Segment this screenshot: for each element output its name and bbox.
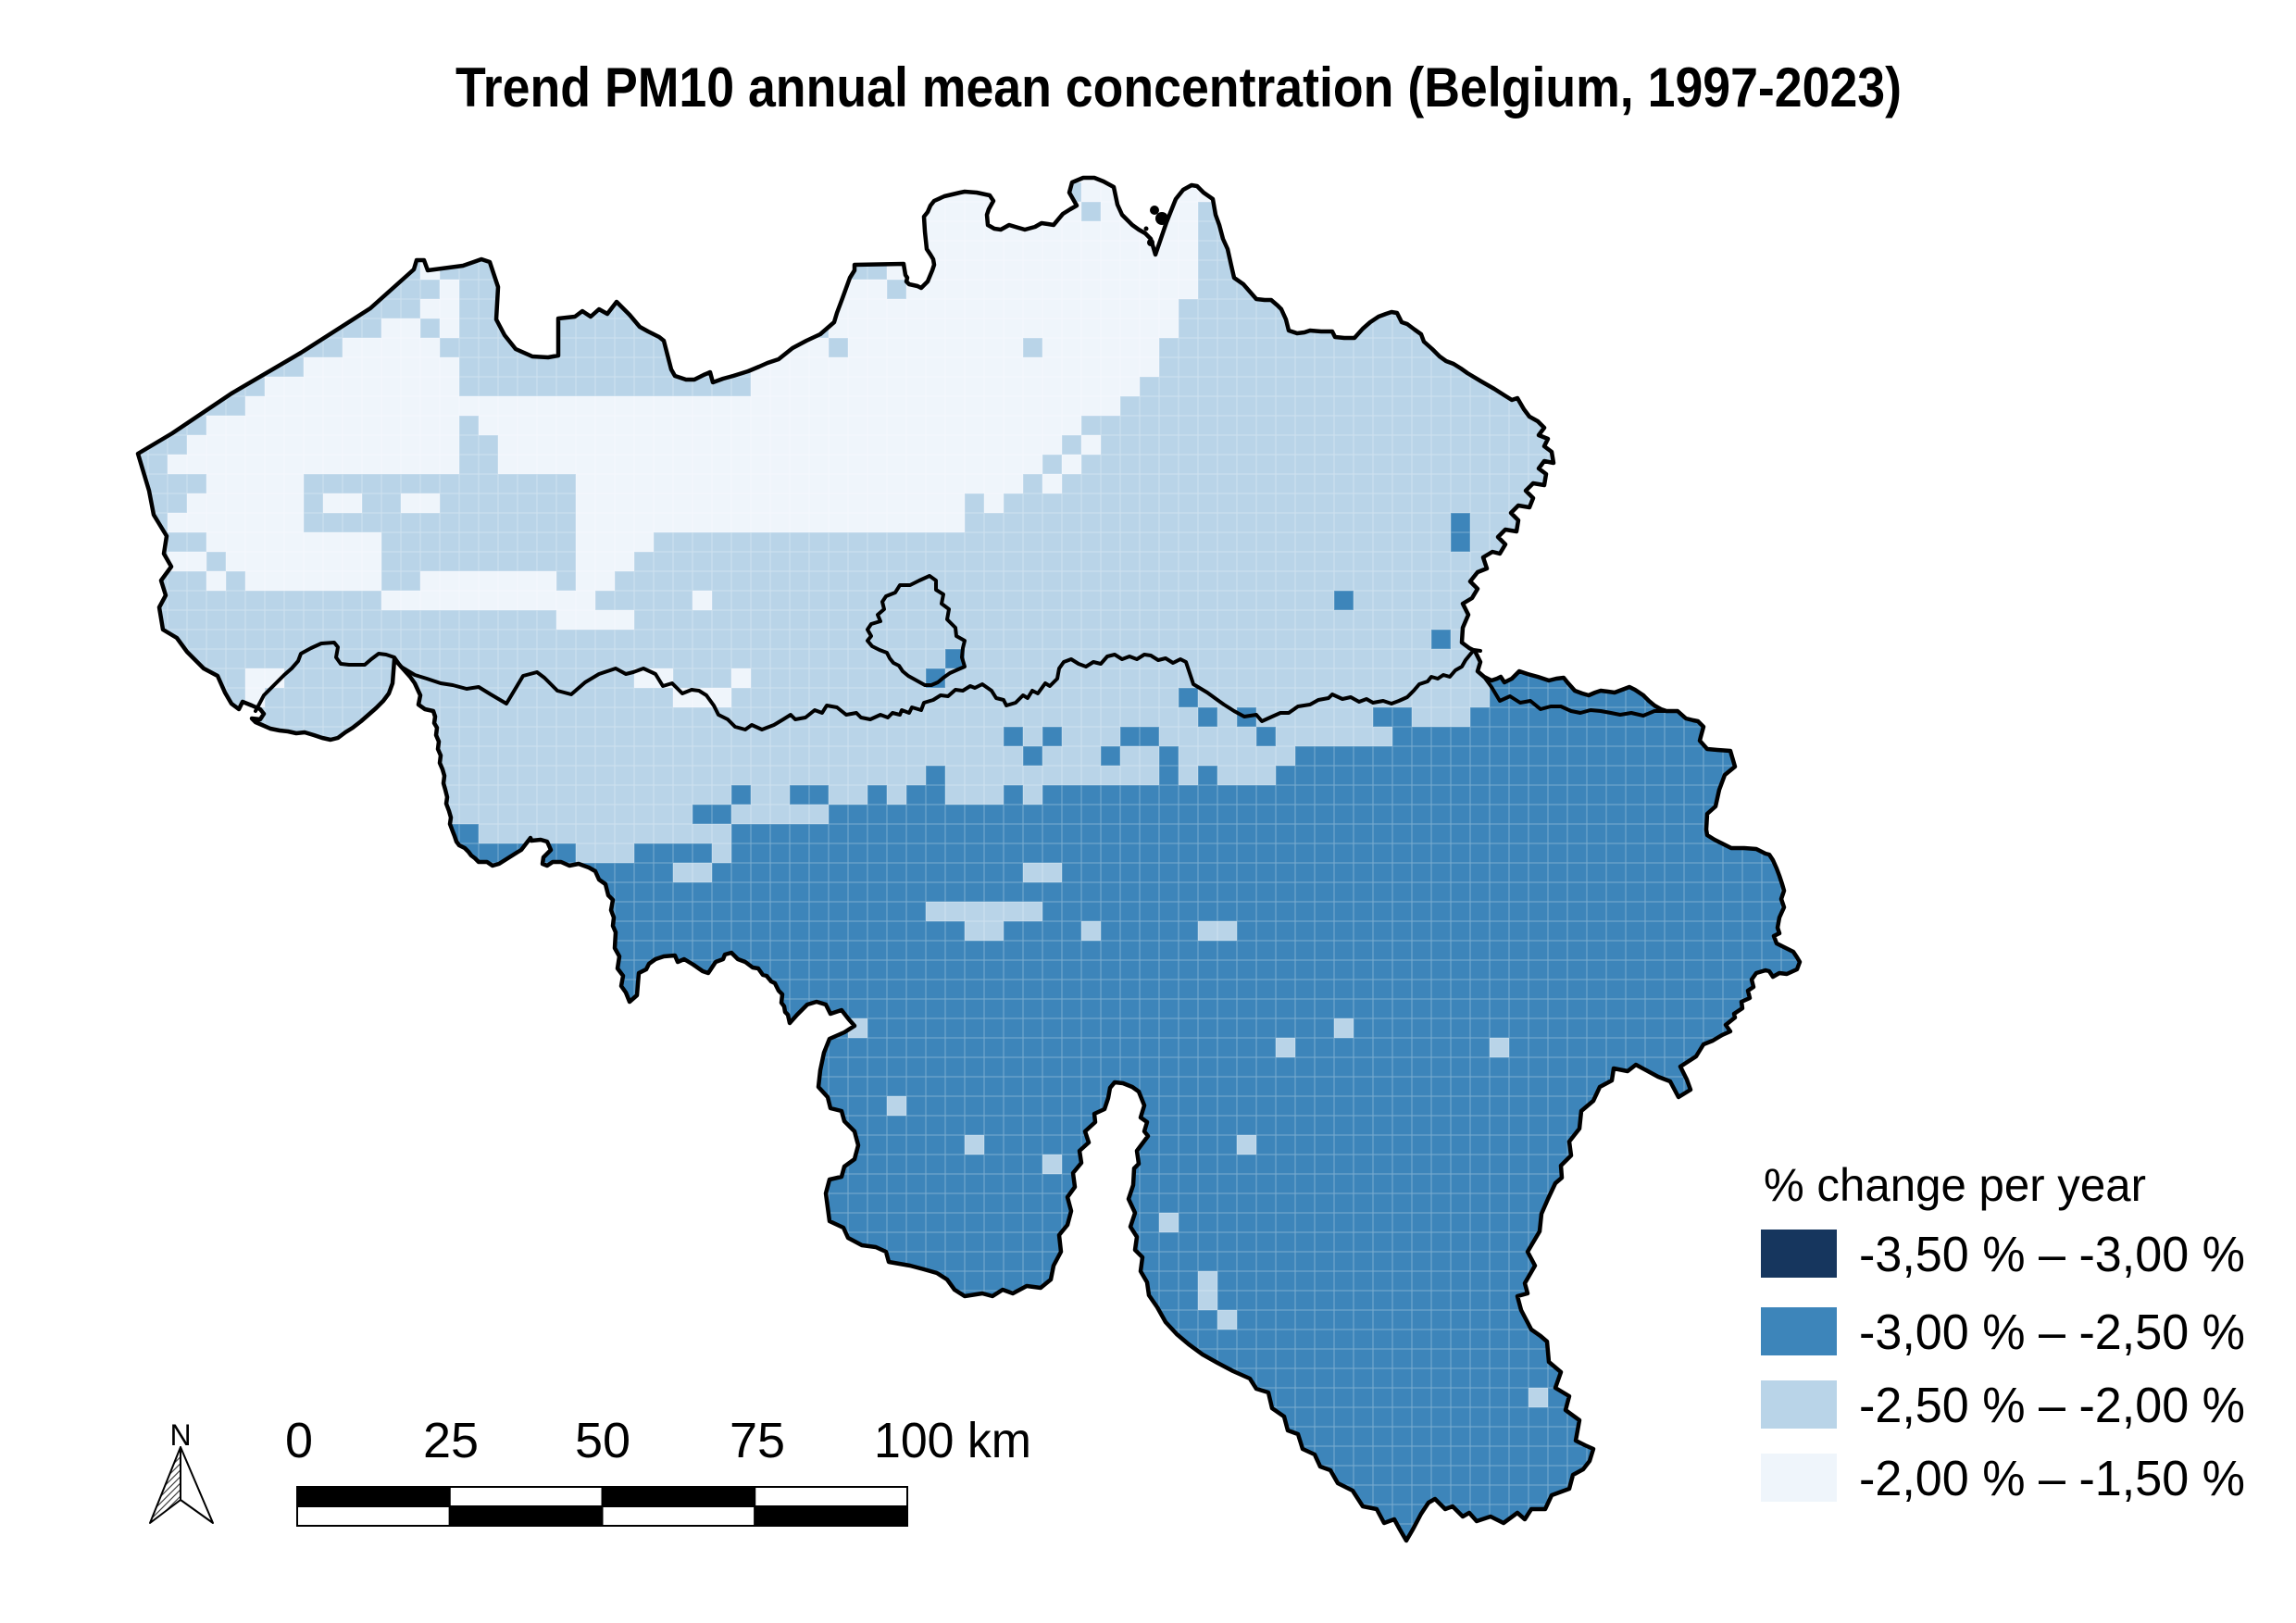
svg-text:100 km: 100 km [874,1413,1031,1468]
svg-text:25: 25 [423,1413,479,1468]
svg-text:Trend PM10 annual mean concent: Trend PM10 annual mean concentration (Be… [455,56,1902,119]
svg-text:% change per year: % change per year [1764,1159,2146,1211]
svg-text:50: 50 [575,1413,630,1468]
svg-text:0: 0 [285,1413,313,1468]
svg-text:-3,50 % – -3,00 %: -3,50 % – -3,00 % [1859,1227,2245,1282]
svg-text:N: N [169,1418,191,1452]
svg-text:-2,50 % – -2,00 %: -2,50 % – -2,00 % [1859,1378,2245,1433]
svg-text:-3,00 % – -2,50 %: -3,00 % – -2,50 % [1859,1305,2245,1360]
svg-text:-2,00 % – -1,50 %: -2,00 % – -1,50 % [1859,1451,2245,1506]
svg-text:75: 75 [730,1413,785,1468]
